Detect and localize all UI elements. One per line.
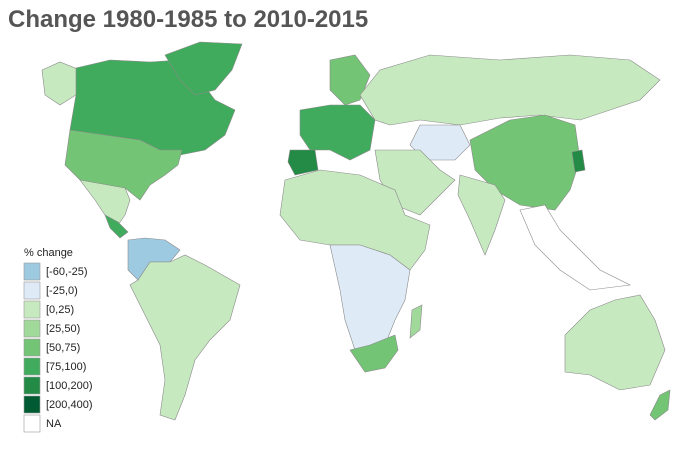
- india: [457, 174, 506, 256]
- legend-swatch: [23, 376, 41, 395]
- legend-label: [50,75): [46, 342, 80, 354]
- alaska: [41, 61, 81, 106]
- legend-title: % change: [24, 247, 73, 259]
- legend: % change [-60,-25) [-25,0) [0,25) [25,50) [5…: [23, 247, 92, 433]
- south-africa: [349, 334, 399, 373]
- legend-swatch: [23, 414, 41, 433]
- legend-label: [200,400): [46, 399, 92, 411]
- legend-swatch: [23, 300, 41, 319]
- legend-label: [75,100): [46, 361, 86, 373]
- russia: [359, 54, 661, 126]
- central-asia: [409, 124, 471, 161]
- legend-swatch: [23, 395, 41, 414]
- new-zealand: [649, 389, 671, 421]
- southeast-asia: [519, 204, 632, 291]
- legend-swatch: [23, 281, 41, 300]
- central-africa: [329, 244, 411, 361]
- legend-swatch: [23, 262, 41, 281]
- legend-label: [0,25): [46, 304, 74, 316]
- legend-label: [-60,-25): [46, 266, 88, 278]
- south-america: [129, 254, 241, 421]
- mexico: [79, 179, 131, 226]
- western-europe: [299, 104, 376, 161]
- legend-swatch: [23, 338, 41, 357]
- greenland: [164, 41, 243, 96]
- iberia: [287, 149, 319, 176]
- legend-label: NA: [46, 418, 62, 430]
- australia: [564, 294, 666, 391]
- madagascar: [409, 304, 423, 339]
- korea: [571, 149, 586, 173]
- legend-swatch: [23, 319, 41, 338]
- legend-swatch: [23, 357, 41, 376]
- map-title: Change 1980-1985 to 2010-2015: [8, 6, 368, 33]
- scandinavia: [329, 54, 371, 106]
- legend-label: [100,200): [46, 380, 92, 392]
- north-africa: [279, 169, 431, 271]
- legend-label: [-25,0): [46, 285, 78, 297]
- legend-label: [25,50): [46, 323, 80, 335]
- central-america: [104, 214, 129, 239]
- world-map: [41, 41, 671, 421]
